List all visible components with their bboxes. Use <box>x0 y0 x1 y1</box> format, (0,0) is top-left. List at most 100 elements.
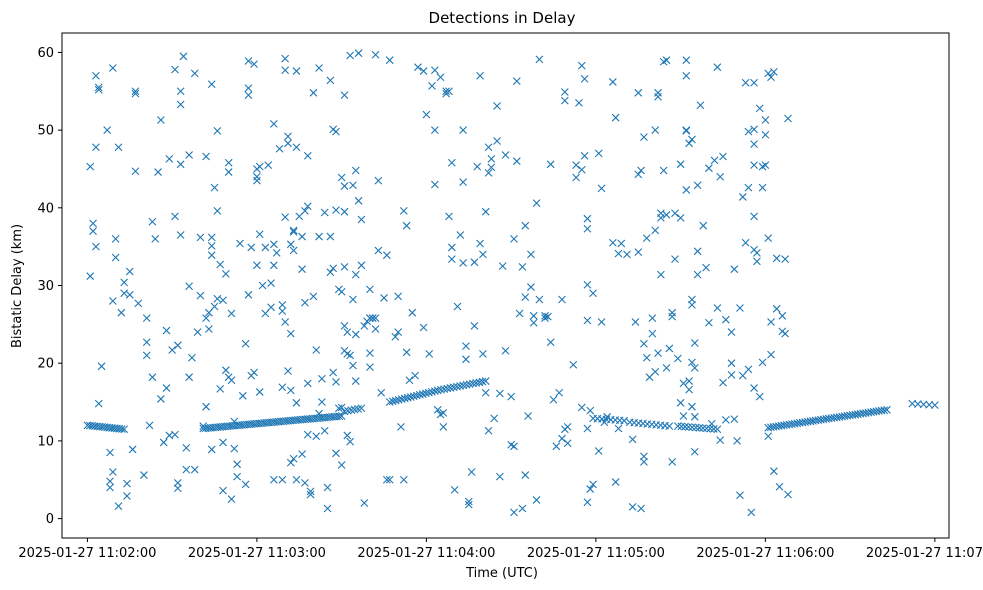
detection-point <box>244 57 253 65</box>
detection-point <box>727 370 736 379</box>
track-point <box>475 378 484 387</box>
detection-point <box>320 208 329 217</box>
track-point <box>357 404 366 413</box>
detection-point <box>753 257 761 266</box>
detection-point <box>642 234 651 242</box>
detection-point <box>332 449 340 458</box>
detection-point <box>710 156 719 165</box>
detection-point <box>92 71 100 80</box>
detection-point <box>671 209 679 218</box>
detection-point <box>682 186 691 194</box>
detection-point <box>738 371 747 380</box>
detection-point <box>224 168 233 176</box>
detection-point <box>529 318 538 327</box>
detection-point <box>764 69 773 78</box>
track-point <box>713 425 722 434</box>
detection-point <box>659 166 668 175</box>
detection-point <box>303 379 312 388</box>
detection-point <box>577 403 586 412</box>
detection-point <box>120 289 129 298</box>
detection-point <box>196 233 205 242</box>
detection-point <box>173 341 182 350</box>
detection-point <box>744 365 753 374</box>
detection-point <box>772 254 781 263</box>
detection-point <box>577 61 586 70</box>
detection-point <box>326 232 335 241</box>
track-point <box>665 422 674 431</box>
detection-point <box>532 496 541 504</box>
detection-point <box>761 130 770 139</box>
detection-point <box>721 416 730 424</box>
track-point <box>709 425 718 433</box>
track-point <box>691 423 700 432</box>
detection-point <box>738 193 747 201</box>
detection-point <box>159 438 168 447</box>
detection-point <box>741 78 750 87</box>
detection-point <box>219 486 227 495</box>
detection-point <box>685 377 694 385</box>
detection-point <box>495 389 504 398</box>
detection-point <box>340 322 349 330</box>
track-point <box>424 388 433 397</box>
detection-point <box>419 323 428 332</box>
y-tick-label: 60 <box>37 46 54 61</box>
detection-point <box>758 183 767 192</box>
detection-point <box>346 51 355 60</box>
detection-point <box>205 325 213 333</box>
track-point <box>440 385 448 394</box>
detection-point <box>767 318 775 326</box>
detection-point <box>648 329 657 338</box>
x-axis-label: Time (UTC) <box>465 566 538 581</box>
detection-point <box>628 435 637 444</box>
x-tick-label: 2025-01-27 11:04:00 <box>357 546 495 561</box>
detection-point <box>637 166 645 175</box>
detection-point <box>628 503 637 511</box>
detection-point <box>284 139 292 148</box>
x-tick-label: 2025-01-27 11:05:00 <box>527 546 665 561</box>
detection-point <box>402 221 411 230</box>
detection-point <box>445 87 453 96</box>
detection-point <box>583 316 592 325</box>
detection-point <box>179 52 188 61</box>
detection-point <box>521 293 530 302</box>
detection-point <box>202 314 210 323</box>
detection-point <box>142 338 151 347</box>
detection-point <box>227 495 236 504</box>
detection-point <box>309 88 318 97</box>
track-point <box>706 424 715 433</box>
detection-point <box>560 88 569 96</box>
detection-point <box>227 376 236 385</box>
detection-point <box>349 181 357 190</box>
detection-point <box>459 126 468 135</box>
detection-point <box>730 415 739 424</box>
detection-point <box>368 314 377 323</box>
detection-point <box>447 255 456 263</box>
detection-point <box>323 504 332 513</box>
detection-point <box>753 248 761 257</box>
detection-point <box>640 133 648 141</box>
track-point <box>677 422 686 431</box>
detection-point <box>642 353 651 362</box>
detection-point <box>354 196 363 205</box>
detection-point <box>131 167 140 176</box>
detection-point <box>459 259 468 267</box>
detection-point <box>583 498 592 507</box>
detection-point <box>114 143 123 152</box>
detection-point <box>648 314 657 323</box>
detection-point <box>108 297 117 305</box>
detection-point <box>278 307 287 316</box>
detection-point <box>182 443 191 452</box>
detection-point <box>541 311 549 320</box>
detection-point <box>286 458 295 467</box>
detection-point <box>719 378 727 387</box>
track-point <box>882 405 891 414</box>
detection-point <box>575 99 583 107</box>
track-point <box>478 377 487 386</box>
detection-point <box>419 67 428 75</box>
detection-point <box>289 454 298 463</box>
detection-point <box>108 468 117 476</box>
detection-point <box>371 325 380 333</box>
detection-point <box>560 96 569 105</box>
detection-point <box>495 472 504 481</box>
track-point <box>418 390 427 398</box>
